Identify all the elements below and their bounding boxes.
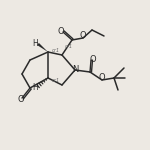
Text: O: O xyxy=(90,54,96,63)
Text: H: H xyxy=(32,82,38,91)
Text: O: O xyxy=(80,32,86,40)
Polygon shape xyxy=(37,43,48,52)
Text: O: O xyxy=(58,27,64,36)
Text: O: O xyxy=(18,96,24,105)
Text: H: H xyxy=(32,39,38,48)
Text: N: N xyxy=(72,66,78,75)
Text: or1: or1 xyxy=(52,78,60,82)
Text: or1: or1 xyxy=(65,44,73,48)
Text: O: O xyxy=(99,74,105,82)
Text: or1: or1 xyxy=(52,48,60,52)
